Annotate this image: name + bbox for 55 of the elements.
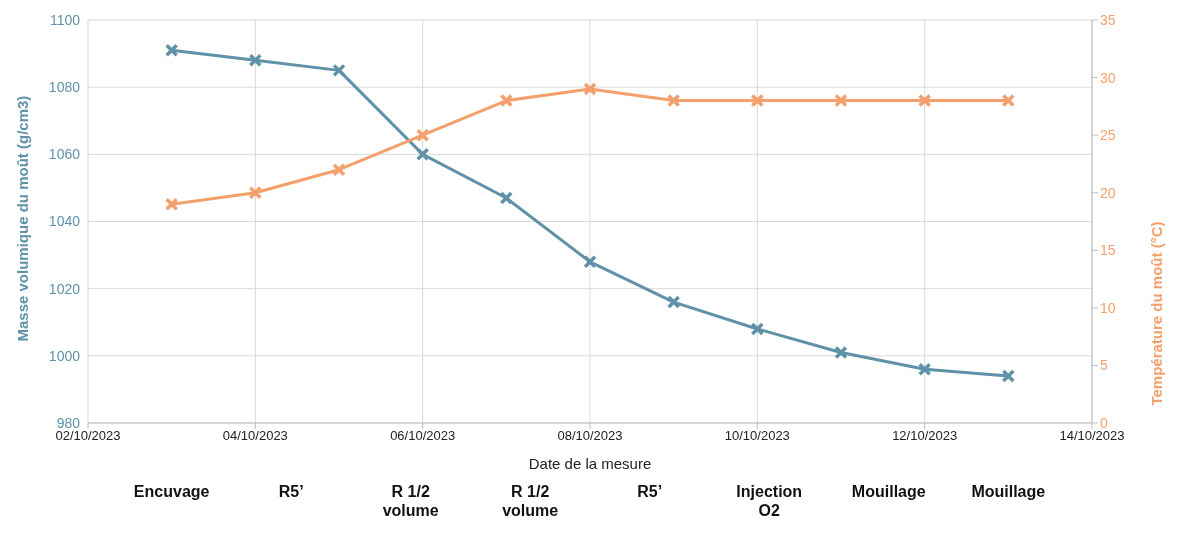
point [917, 362, 932, 377]
point [917, 93, 932, 108]
point [666, 93, 681, 108]
text: Mouillage [970, 482, 1047, 502]
y-tick-label: 1040 [48, 213, 81, 230]
point [499, 93, 514, 108]
point [834, 345, 848, 360]
point [750, 93, 765, 108]
point [666, 295, 681, 309]
y-tick-label: 1000 [48, 347, 81, 364]
y2-tick-label: 15 [1100, 242, 1116, 259]
point [499, 191, 514, 205]
y-tick-label: 1020 [48, 280, 81, 297]
y2-axis-title: Température du moût (°C) [1148, 221, 1166, 406]
y2-tick-label: 20 [1100, 184, 1116, 201]
y2-tick-label: 10 [1100, 299, 1116, 316]
text: R5’ [277, 482, 305, 502]
x-tick-label: 08/10/2023 [557, 428, 623, 444]
point [248, 185, 263, 200]
text: Encuvage [132, 482, 211, 502]
x-tick-label: 02/10/2023 [55, 428, 121, 444]
point [164, 43, 179, 57]
point [583, 82, 597, 96]
y-axis-title: Masse volumique du moût (g/cm3) [14, 95, 32, 342]
x-tick-label: 06/10/2023 [390, 428, 456, 444]
point [415, 147, 430, 162]
x-tick-label: 14/10/2023 [1059, 428, 1125, 444]
y2-tick-label: 5 [1100, 357, 1108, 374]
point [1001, 369, 1016, 383]
point [834, 93, 848, 108]
y2-tick-label: 30 [1100, 69, 1116, 86]
x-tick-label: 12/10/2023 [892, 428, 958, 444]
x-tick-label: 10/10/2023 [724, 428, 790, 444]
y2-tick-label: 35 [1100, 11, 1116, 28]
point [164, 197, 179, 211]
point [415, 128, 430, 142]
text: R 1/2 volume [381, 482, 440, 520]
point [332, 63, 346, 78]
text: Injection O2 [735, 482, 804, 520]
point [750, 322, 765, 336]
x-axis-title: Date de la mesure [528, 455, 652, 472]
point [1001, 93, 1016, 108]
text: R 1/2 volume [501, 482, 560, 520]
y-tick-label: 980 [56, 414, 81, 431]
point [583, 255, 597, 269]
x-tick-label: 04/10/2023 [222, 428, 288, 444]
y2-tick-label: 25 [1100, 127, 1116, 144]
point [248, 53, 263, 68]
text: R5’ [636, 482, 664, 502]
y2-tick-label: 0 [1100, 414, 1108, 431]
y-tick-label: 1100 [49, 11, 81, 28]
point [332, 162, 346, 177]
text: Mouillage [850, 482, 927, 502]
y-tick-label: 1060 [48, 146, 81, 163]
y-tick-label: 1080 [48, 79, 81, 96]
